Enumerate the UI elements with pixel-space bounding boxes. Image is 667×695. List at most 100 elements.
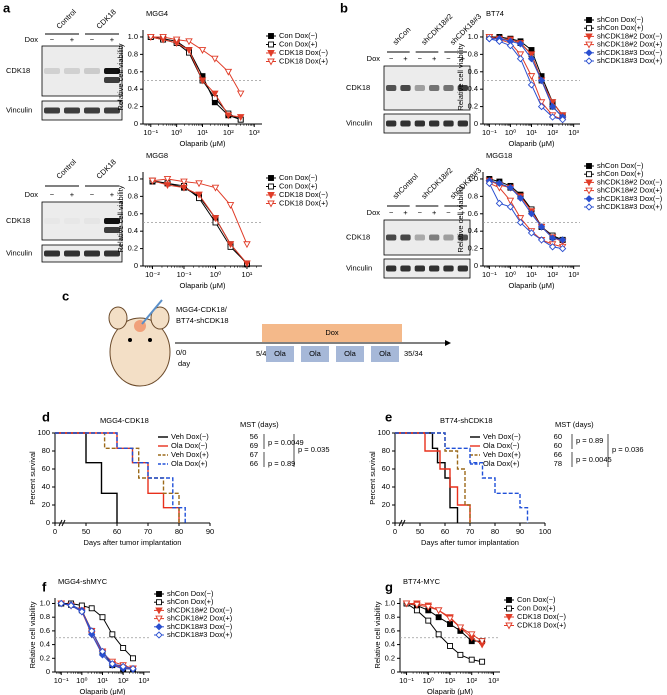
marker: [163, 176, 172, 183]
legend-label: Ola Dox(+): [483, 459, 520, 468]
blot-row-label: CDK18: [6, 216, 30, 225]
chart-title: MGG4-shMYC: [58, 577, 108, 586]
x-axis-label: Olaparib (μM): [180, 139, 226, 148]
y-tick-label: 0.2: [468, 244, 478, 253]
x-tick-label: 10⁰: [505, 270, 516, 279]
x-tick-label: 10⁻¹: [177, 270, 192, 279]
blot-band: [386, 265, 397, 272]
timeline-label: 0/0: [176, 348, 186, 357]
marker: [537, 236, 546, 244]
legend-label: shCDK18#3 Dox(+): [167, 630, 233, 639]
blot-band: [443, 265, 454, 272]
chart: 0 0.2 0.4 0.6 0.8 1.0 10⁻¹ 10⁰ 10¹ 10² 10³ Olaparib…: [456, 9, 663, 148]
marker: [505, 614, 513, 621]
blot-band: [457, 234, 468, 241]
chart-title: MGG4: [146, 9, 168, 18]
blot-band: [104, 68, 120, 74]
y-tick-label: 1.0: [468, 174, 478, 183]
blot-band: [414, 265, 425, 272]
panel-label: e: [385, 409, 392, 424]
marker: [537, 223, 546, 231]
x-tick-label: 50: [416, 527, 424, 536]
legend-label: Con Dox(−): [279, 173, 318, 182]
marker: [226, 241, 235, 249]
blot-band: [457, 265, 468, 272]
legend-label: shCDK18#2 Dox(+): [597, 186, 663, 195]
y-tick-label: 1.0: [128, 32, 138, 41]
y-tick-label: 1.0: [40, 598, 50, 607]
panel-label: b: [340, 0, 348, 15]
marker: [267, 192, 275, 199]
blot-row-label: Vinculin: [6, 248, 32, 257]
marker: [67, 601, 75, 610]
y-tick-label: 0.4: [40, 640, 50, 649]
marker: [585, 179, 593, 187]
timeline-label: 5/4: [256, 349, 266, 358]
y-axis-label: Percent survival: [28, 451, 37, 505]
marker: [88, 627, 96, 635]
marker: [516, 215, 525, 223]
y-tick-label: 0.6: [128, 67, 138, 76]
marker: [516, 51, 525, 59]
x-tick-label: 10²: [466, 676, 477, 685]
ola-box: [371, 346, 399, 362]
legend-label: shCon Dox(+): [167, 597, 214, 606]
p-value: p = 0.0045: [576, 455, 612, 464]
x-tick-label: 10²: [223, 128, 234, 137]
marker: [195, 191, 203, 199]
y-tick-label: 0: [46, 518, 50, 527]
model-label: BT74-shCDK18: [176, 316, 229, 325]
blot-band: [414, 234, 425, 241]
chart-title: MGG8: [146, 151, 168, 160]
curve: [150, 36, 241, 121]
y-tick-label: 20: [42, 500, 50, 509]
marker: [185, 38, 193, 46]
blot-band: [84, 107, 100, 114]
timeline-arrow: [445, 340, 451, 346]
dox-label: Dox: [325, 328, 339, 337]
x-axis-label: Olaparib (μM): [427, 687, 473, 695]
marker: [78, 608, 86, 616]
marker: [211, 90, 219, 98]
marker: [435, 614, 442, 621]
mst-value: 78: [554, 459, 562, 468]
marker: [236, 90, 245, 98]
chart: 0 0.2 0.4 0.6 0.8 1.0 10⁻¹ 10⁰ 10¹ 10² 10³ Olaparib…: [456, 151, 663, 290]
legend-label: shCDK18#2 Dox(−): [597, 31, 663, 40]
x-tick-label: 90: [516, 527, 524, 536]
marker: [506, 605, 512, 612]
marker: [267, 200, 275, 208]
y-tick-label: 0: [474, 119, 478, 128]
x-tick-label: 70: [144, 527, 152, 536]
x-tick-label: 10³: [488, 676, 499, 685]
y-axis-label: Relative cell viability: [456, 43, 465, 110]
blot-sign: −: [50, 35, 55, 44]
blot-band: [386, 120, 397, 127]
panel-label: a: [3, 0, 11, 15]
blot-band: [386, 234, 397, 241]
y-axis-label: Relative cell viability: [116, 43, 125, 110]
blot-column-label: CDK18: [94, 157, 117, 180]
y-tick-label: 1.0: [128, 174, 138, 183]
mst-value: 56: [250, 432, 258, 441]
blot-frame: [383, 258, 471, 279]
marker: [447, 643, 453, 649]
marker: [485, 35, 493, 43]
x-tick-label: 10⁻¹: [54, 676, 69, 685]
y-tick-label: 0.8: [128, 191, 138, 200]
y-tick-label: 0: [391, 667, 395, 676]
blot-dox-label: Dox: [25, 35, 39, 44]
chart: 0 0.2 0.4 0.6 0.8 1.0 10⁻¹ 10⁰ 10¹ 10² 10³ Olaparib…: [373, 577, 566, 695]
marker: [413, 601, 421, 609]
x-axis-label: Olaparib (μM): [80, 687, 126, 695]
marker: [548, 243, 557, 251]
marker: [185, 47, 193, 54]
marker: [516, 218, 525, 227]
x-tick-label: 10¹: [445, 676, 456, 685]
x-tick-label: 10²: [547, 270, 558, 279]
blot-band: [429, 265, 440, 272]
marker: [243, 241, 251, 249]
blot-band: [429, 234, 440, 241]
marker: [224, 112, 233, 120]
blot-sign: +: [432, 54, 437, 63]
